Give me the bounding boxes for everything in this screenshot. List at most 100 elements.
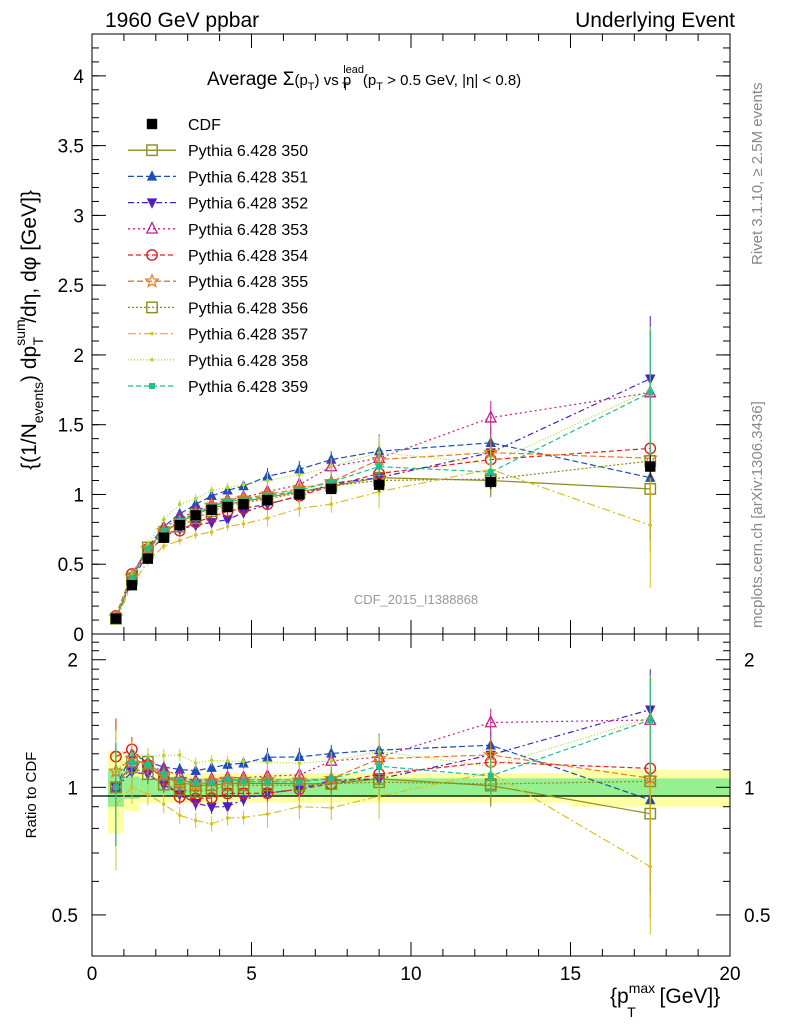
cdf-data-point (174, 519, 185, 531)
legend-marker (146, 170, 158, 181)
cdf-data-point (206, 504, 217, 516)
legend-entry: Pythia 6.428 359 (128, 379, 308, 396)
header-left: 1960 GeV ppbar (105, 9, 259, 32)
data-point (128, 575, 135, 582)
legend-label: Pythia 6.428 356 (188, 300, 308, 317)
ratio-point (484, 714, 498, 728)
y-tick-label: 0.5 (58, 555, 84, 576)
series-line (115, 442, 651, 619)
legend: CDF Pythia 6.428 350 Pythia 6.428 351 Pythi… (128, 117, 308, 396)
series-main-354 (110, 385, 657, 622)
y-tick-label: 2.5 (58, 276, 84, 297)
ratio-point (177, 753, 182, 757)
y-tick-label: 3 (73, 206, 84, 227)
data-point (377, 489, 381, 494)
ratio-point (224, 776, 231, 783)
y-tick-label: 1 (73, 485, 84, 506)
ratio-point (130, 785, 134, 790)
series-main-357 (114, 452, 653, 625)
ratio-y-tick-label: 2 (67, 651, 78, 672)
ratio-point (160, 771, 167, 778)
y-tick-label: 2 (73, 346, 84, 367)
legend-marker (146, 301, 158, 314)
ratio-y-tick-label-right: 0.5 (744, 906, 770, 927)
data-point (177, 538, 182, 543)
rivet-version-label: Rivet 3.1.10, ≥ 2.5M events (749, 83, 766, 266)
legend-label: Pythia 6.428 358 (188, 353, 308, 370)
ratio-point (146, 792, 150, 797)
data-point (144, 545, 151, 552)
ratio-line (115, 754, 651, 786)
data-point (487, 469, 494, 476)
legend-marker (149, 383, 155, 389)
series-ratio-359 (112, 677, 654, 846)
ratio-point (265, 760, 270, 765)
ratio-y-tick-label: 0.5 (52, 906, 78, 927)
ratio-series-layer (108, 669, 658, 935)
legend-entry: Pythia 6.428 351 (128, 169, 308, 186)
cdf-data-point (485, 476, 496, 488)
legend-label: CDF (188, 117, 221, 134)
ratio-point (128, 759, 135, 766)
ratio-point (329, 759, 334, 763)
x-tick-label: 20 (719, 964, 740, 985)
ratio-point (209, 822, 214, 826)
data-point (224, 498, 231, 505)
ratio-point (329, 806, 334, 810)
legend-entry: CDF (146, 117, 221, 134)
legend-label: Pythia 6.428 352 (188, 196, 308, 213)
x-axis-label: {pmax T [GeV]} (610, 980, 720, 1020)
ratio-point (265, 812, 270, 816)
ratio-y-tick-label: 1 (67, 778, 78, 799)
legend-entry: Pythia 6.428 352 (128, 196, 308, 213)
y-tick-label: 1.5 (58, 416, 84, 437)
data-point (484, 410, 498, 423)
data-point (648, 523, 653, 527)
mcplots-url-label: mcplots.cern.ch [arXiv:1306.3436] (749, 401, 766, 628)
data-point (647, 389, 654, 396)
ratio-point (209, 758, 214, 763)
legend-marker (146, 118, 158, 130)
data-point (225, 485, 230, 490)
ratio-y-axis-label: Ratio to CDF (23, 752, 40, 839)
main-y-axis-label: {(1/Nevents) dpsum T/dη, dφ [GeV]} (12, 190, 46, 470)
y-tick-label: 0 (73, 625, 84, 646)
ratio-point (112, 784, 119, 791)
ratio-point (192, 780, 199, 787)
data-point (222, 515, 233, 526)
legend-marker (145, 221, 159, 234)
data-point (297, 506, 302, 511)
legend-marker (146, 144, 158, 157)
series-ratio-350 (110, 742, 657, 919)
cdf-data-point (190, 510, 201, 521)
legend-entry: Pythia 6.428 355 (128, 273, 308, 291)
data-point (209, 488, 214, 493)
plot-title: Average Σ(pT) vs plead T (pT > 0.5 GeV, |… (207, 64, 521, 93)
ratio-point (487, 772, 494, 779)
legend-marker (146, 249, 158, 261)
legend-entry: Pythia 6.428 357 (128, 327, 308, 344)
ratio-point (377, 794, 381, 798)
ratio-point (241, 759, 246, 764)
legend-label: Pythia 6.428 357 (188, 327, 308, 344)
legend-label: Pythia 6.428 355 (188, 274, 308, 291)
data-point (209, 530, 214, 534)
x-tick-label: 0 (87, 964, 98, 985)
ratio-line (115, 717, 651, 772)
main-plot-panel: 0 0.5 1 1.5 2 2.5 3 3.5 4 (58, 33, 731, 646)
ratio-x-ticks: 0 5 10 15 20 (87, 634, 741, 985)
data-point (161, 544, 166, 548)
data-point (193, 533, 198, 537)
data-point (190, 498, 201, 509)
ratio-point (225, 759, 230, 763)
data-point (160, 527, 167, 534)
cdf-data-point (373, 479, 385, 490)
ratio-point (297, 804, 302, 809)
cdf-data-point (222, 501, 233, 513)
legend-entry: Pythia 6.428 354 (128, 248, 308, 265)
ratio-point (161, 753, 166, 758)
ratio-point (161, 802, 166, 806)
data-point (328, 478, 335, 485)
series-line (115, 392, 651, 619)
cdf-data-point (326, 483, 337, 495)
